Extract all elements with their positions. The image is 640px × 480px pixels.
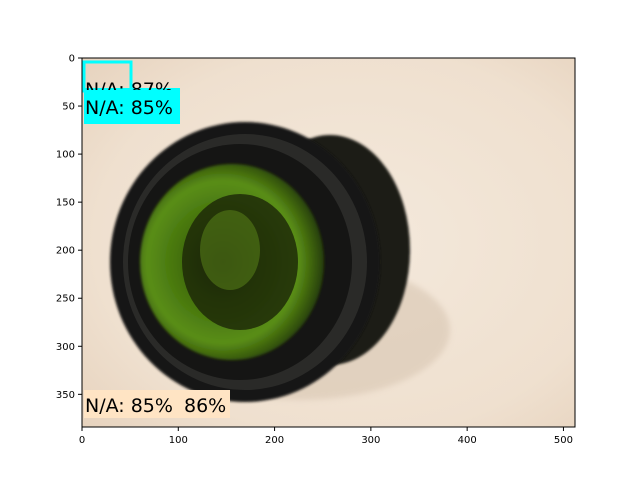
y-tick-label: 200	[56, 246, 75, 257]
x-tick-label: 0	[79, 435, 85, 446]
glass-reflection	[200, 210, 260, 290]
y-tick-label: 150	[56, 198, 75, 209]
y-tick-label: 50	[62, 102, 75, 113]
y-tick-label: 0	[69, 54, 75, 65]
y-tick-label: 350	[56, 390, 75, 401]
x-tick-label: 200	[265, 435, 284, 446]
detection-label-bg-4	[182, 390, 230, 418]
y-axis: 0 50 100 150 200 250 300 350	[56, 54, 82, 401]
x-tick-label: 300	[361, 435, 380, 446]
detection-label-3: N/A: 85%	[85, 395, 173, 417]
y-tick-label: 300	[56, 342, 75, 353]
y-tick-label: 100	[56, 150, 75, 161]
detection-label-2: N/A: 85%	[85, 97, 173, 119]
y-tick-label: 250	[56, 294, 75, 305]
x-axis: 0 100 200 300 400 500	[79, 427, 573, 446]
axes-frame	[81, 57, 576, 428]
detection-label-bg-3	[84, 390, 182, 418]
detection-label-bg-2	[84, 90, 180, 122]
bottle-photo	[82, 58, 575, 427]
x-tick-label: 500	[554, 435, 573, 446]
x-tick-label: 100	[169, 435, 188, 446]
x-tick-label: 400	[458, 435, 477, 446]
detection-label-4: 86%	[184, 395, 226, 417]
